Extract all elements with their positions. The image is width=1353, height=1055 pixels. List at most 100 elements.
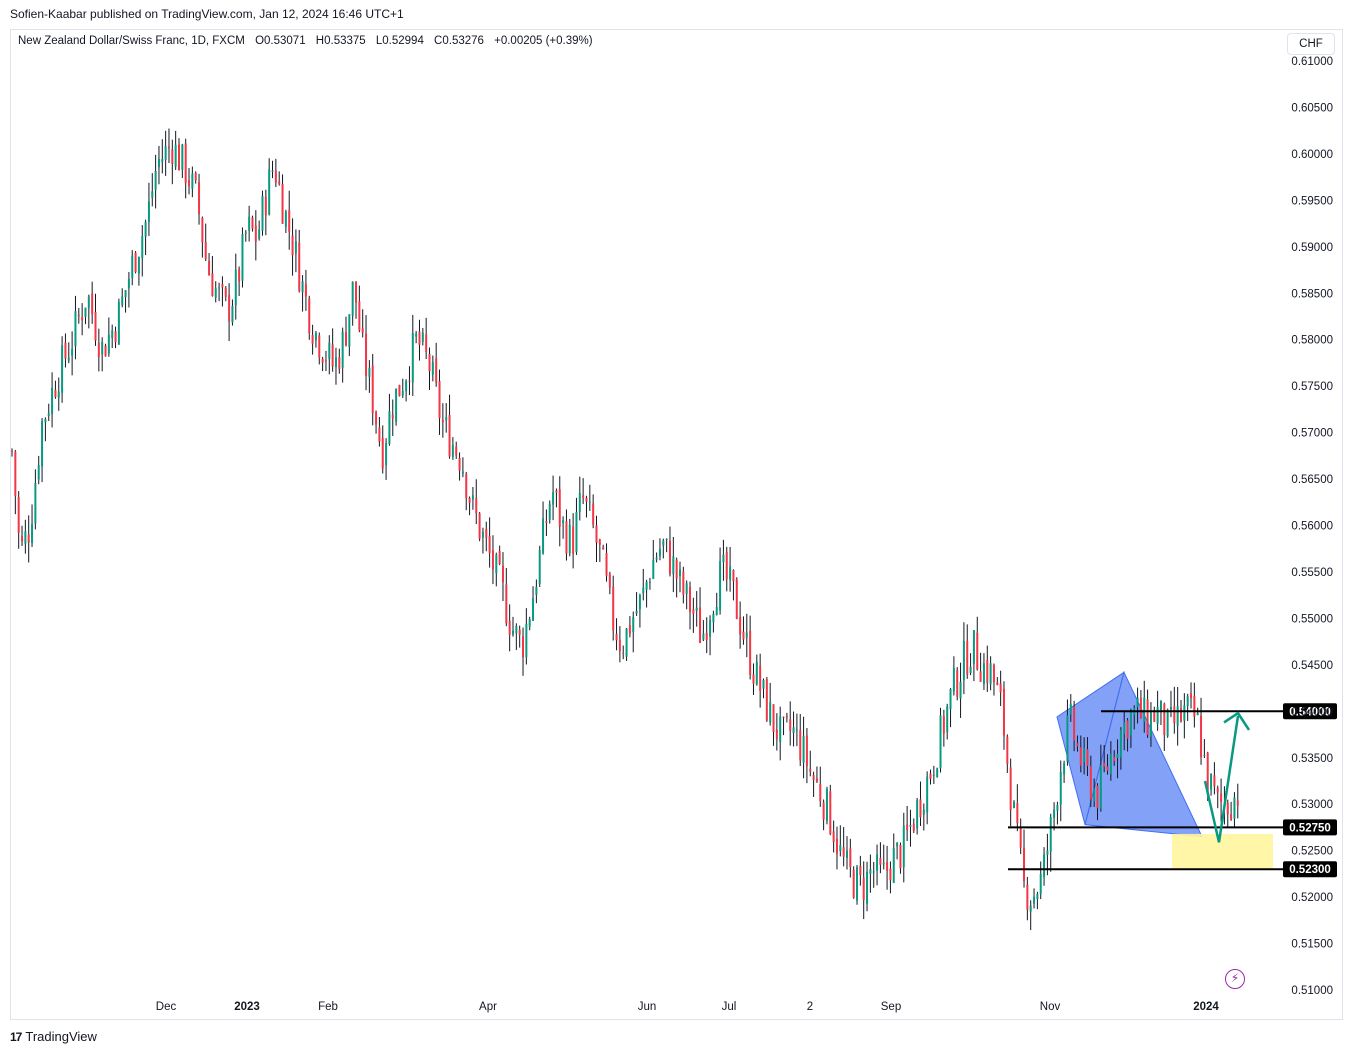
candle xyxy=(338,348,341,374)
candle-body xyxy=(1089,766,1092,800)
candle-body xyxy=(585,497,588,502)
candle xyxy=(942,709,945,747)
candle xyxy=(558,476,561,547)
candle-body xyxy=(465,473,468,499)
candle-body xyxy=(1113,756,1116,762)
candle xyxy=(699,587,702,644)
candle-body xyxy=(201,217,204,243)
candle-body xyxy=(1043,854,1046,877)
candle xyxy=(515,623,518,650)
candle xyxy=(1236,783,1239,819)
candle-body xyxy=(759,665,762,691)
candle-body xyxy=(989,663,992,685)
candle-body xyxy=(204,242,207,259)
candle-body xyxy=(24,531,27,544)
candle xyxy=(832,820,835,853)
candle-body xyxy=(976,632,979,670)
candle xyxy=(1083,737,1086,775)
candle xyxy=(395,388,398,426)
candle xyxy=(221,276,224,307)
candle xyxy=(314,331,317,348)
y-tick-label: 0.53500 xyxy=(1291,753,1333,765)
candle-body xyxy=(982,663,985,685)
candle xyxy=(1079,735,1082,773)
candle xyxy=(648,577,651,590)
candle xyxy=(244,230,247,242)
candle-body xyxy=(712,613,715,623)
candle xyxy=(538,545,541,588)
price-axis: 0.61000 0.60500 0.60000 0.59500 0.59000 0.585… xyxy=(1291,56,1333,997)
candle-body xyxy=(375,412,378,425)
candle xyxy=(1049,813,1052,872)
currency-button[interactable]: CHF xyxy=(1287,33,1335,55)
candle xyxy=(211,256,214,297)
candle-body xyxy=(311,334,314,344)
footer-brand[interactable]: 17 TradingView xyxy=(10,1029,97,1044)
candle-body xyxy=(889,868,892,881)
lightning-bolt-icon[interactable]: ⚡ xyxy=(1225,969,1245,989)
y-tick-label: 0.56500 xyxy=(1291,474,1333,486)
candle xyxy=(41,418,44,483)
candle-body xyxy=(679,569,681,577)
candle xyxy=(37,455,40,485)
candle-body xyxy=(655,557,658,560)
candle xyxy=(1059,760,1062,822)
y-tick-label: 0.59000 xyxy=(1291,242,1333,254)
candle xyxy=(725,546,728,592)
candle-body xyxy=(101,341,104,355)
candle xyxy=(1039,861,1042,900)
candle-body xyxy=(291,235,294,256)
candle-body xyxy=(1036,894,1039,900)
candle-body xyxy=(1216,788,1219,793)
level-label-bg xyxy=(1283,703,1337,720)
candle-body xyxy=(1149,711,1152,737)
candle xyxy=(485,521,488,552)
candle xyxy=(311,324,314,355)
candle xyxy=(201,216,204,258)
y-tick-label: 0.60500 xyxy=(1291,102,1333,114)
candle-body xyxy=(241,234,244,281)
candle xyxy=(976,616,979,671)
candle xyxy=(822,799,825,831)
candle-body xyxy=(84,307,87,317)
candle-body xyxy=(886,861,889,871)
candle-body xyxy=(448,414,451,457)
candle-body xyxy=(471,495,474,500)
candle-body xyxy=(385,443,388,466)
candle-body xyxy=(281,183,284,224)
candle xyxy=(525,608,528,665)
candle-body xyxy=(435,358,438,383)
candle xyxy=(679,561,681,593)
chart-frame[interactable] xyxy=(10,29,1343,1020)
candle-body xyxy=(338,357,341,370)
candle xyxy=(345,316,347,347)
candle-body xyxy=(565,521,568,554)
candle xyxy=(735,577,738,620)
candle-body xyxy=(345,332,347,346)
candle-body xyxy=(1059,771,1062,805)
candle-body xyxy=(171,149,174,164)
candle xyxy=(107,317,110,357)
candle-body xyxy=(211,273,214,297)
candle-body xyxy=(415,333,418,337)
candle-body xyxy=(966,641,969,675)
candle-body xyxy=(528,619,531,627)
candle-body xyxy=(862,877,865,901)
arrow-head xyxy=(1223,711,1251,731)
candle-body xyxy=(121,296,124,306)
candle xyxy=(1186,693,1189,721)
candle xyxy=(421,327,424,346)
candle-body xyxy=(996,682,999,685)
candle-body xyxy=(47,413,50,417)
candle xyxy=(528,616,531,631)
candle-body xyxy=(405,381,408,392)
candle xyxy=(785,712,788,723)
candle-body xyxy=(1013,801,1015,808)
legend-high: H0.53375 xyxy=(315,35,366,47)
candle xyxy=(398,384,401,397)
y-tick-label: 0.61000 xyxy=(1291,56,1333,68)
candle-body xyxy=(752,674,755,684)
candle xyxy=(762,678,765,699)
y-tick-label: 0.51500 xyxy=(1291,939,1333,951)
